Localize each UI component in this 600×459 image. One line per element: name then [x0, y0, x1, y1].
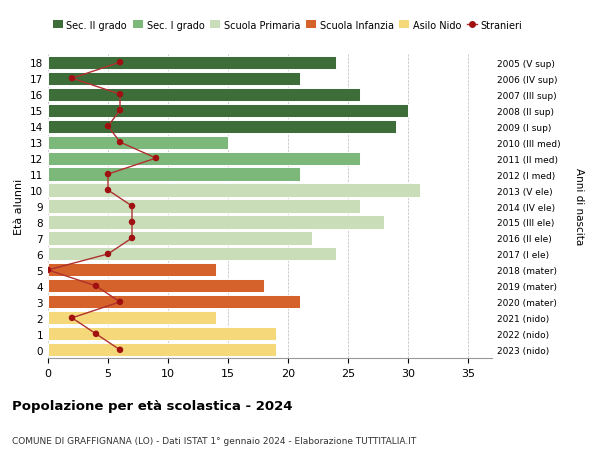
Bar [48, 56, 336, 70]
Point [67, 314, 77, 322]
Bar [48, 73, 300, 85]
Bar [48, 136, 228, 149]
Point [91, 330, 101, 338]
Bar [48, 343, 276, 357]
Point [151, 155, 161, 162]
Bar [48, 296, 300, 309]
Point [127, 219, 137, 226]
Text: Popolazione per età scolastica - 2024: Popolazione per età scolastica - 2024 [12, 399, 293, 412]
Y-axis label: Età alunni: Età alunni [14, 179, 25, 235]
Point [127, 235, 137, 242]
Text: COMUNE DI GRAFFIGNANA (LO) - Dati ISTAT 1° gennaio 2024 - Elaborazione TUTTITALI: COMUNE DI GRAFFIGNANA (LO) - Dati ISTAT … [12, 436, 416, 445]
Bar [48, 89, 360, 101]
Point [115, 59, 125, 67]
Point [67, 75, 77, 83]
Bar [48, 328, 276, 341]
Bar [48, 152, 360, 165]
Bar [48, 200, 360, 213]
Bar [48, 120, 396, 134]
Bar [48, 264, 216, 277]
Point [103, 171, 113, 179]
Legend: Sec. II grado, Sec. I grado, Scuola Primaria, Scuola Infanzia, Asilo Nido, Stran: Sec. II grado, Sec. I grado, Scuola Prim… [53, 21, 523, 31]
Bar [48, 168, 300, 181]
Point [115, 298, 125, 306]
Point [115, 91, 125, 99]
Point [115, 107, 125, 115]
Bar [48, 184, 420, 197]
Point [91, 283, 101, 290]
Bar [48, 312, 216, 325]
Y-axis label: Anni di nascita: Anni di nascita [574, 168, 584, 245]
Point [43, 267, 53, 274]
Bar [48, 280, 264, 293]
Bar [48, 216, 384, 229]
Point [115, 347, 125, 354]
Point [103, 187, 113, 194]
Point [103, 251, 113, 258]
Bar [48, 104, 408, 118]
Point [115, 139, 125, 146]
Bar [48, 232, 312, 245]
Point [103, 123, 113, 130]
Point [127, 203, 137, 210]
Bar [48, 248, 336, 261]
